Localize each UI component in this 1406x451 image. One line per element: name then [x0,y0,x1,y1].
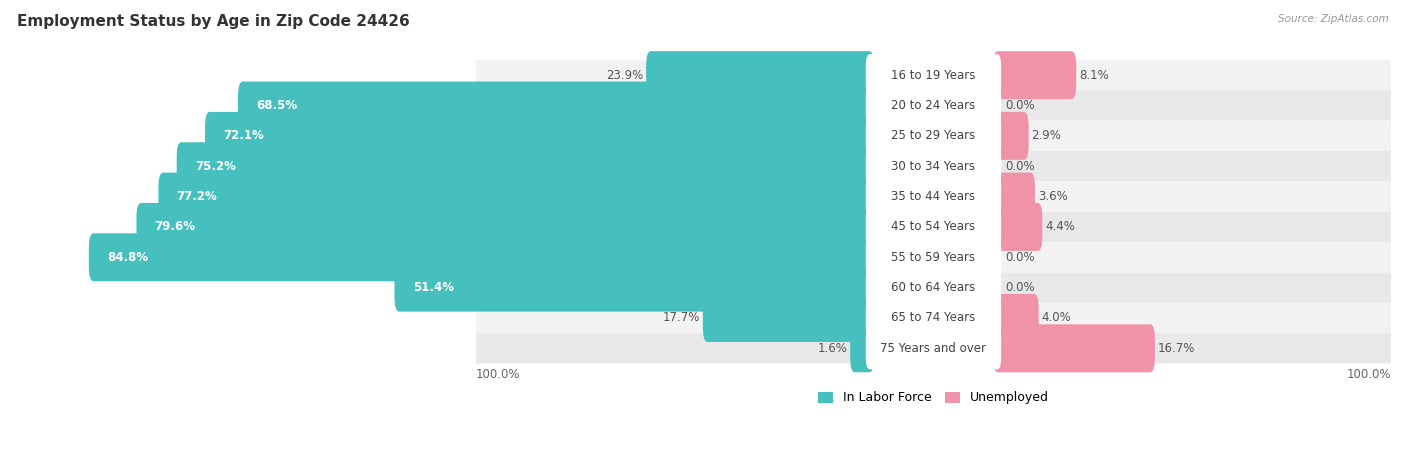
Text: 8.1%: 8.1% [1078,69,1109,82]
Legend: In Labor Force, Unemployed: In Labor Force, Unemployed [813,387,1053,410]
FancyBboxPatch shape [475,303,1391,333]
FancyBboxPatch shape [866,145,1001,187]
FancyBboxPatch shape [866,297,1001,339]
Text: 4.0%: 4.0% [1042,312,1071,324]
FancyBboxPatch shape [475,121,1391,151]
FancyBboxPatch shape [866,54,1001,96]
FancyBboxPatch shape [238,82,875,129]
Text: 30 to 34 Years: 30 to 34 Years [891,160,976,173]
Text: 16.7%: 16.7% [1157,342,1195,355]
Text: 25 to 29 Years: 25 to 29 Years [891,129,976,143]
Text: 2.9%: 2.9% [1032,129,1062,143]
FancyBboxPatch shape [177,142,875,190]
Text: 0.0%: 0.0% [1005,99,1035,112]
Text: 77.2%: 77.2% [177,190,218,203]
Text: 45 to 54 Years: 45 to 54 Years [891,221,976,234]
Text: 35 to 44 Years: 35 to 44 Years [891,190,976,203]
Text: Employment Status by Age in Zip Code 24426: Employment Status by Age in Zip Code 244… [17,14,409,28]
FancyBboxPatch shape [993,294,1039,342]
FancyBboxPatch shape [205,112,875,160]
Text: 3.6%: 3.6% [1038,190,1067,203]
Text: 51.4%: 51.4% [413,281,454,294]
FancyBboxPatch shape [475,212,1391,242]
FancyBboxPatch shape [993,112,1029,160]
Text: 0.0%: 0.0% [1005,160,1035,173]
FancyBboxPatch shape [851,324,875,372]
FancyBboxPatch shape [475,90,1391,121]
FancyBboxPatch shape [475,242,1391,272]
FancyBboxPatch shape [395,264,875,312]
Text: 60 to 64 Years: 60 to 64 Years [891,281,976,294]
FancyBboxPatch shape [475,333,1391,364]
Text: 79.6%: 79.6% [155,221,195,234]
Text: 55 to 59 Years: 55 to 59 Years [891,251,976,264]
FancyBboxPatch shape [475,60,1391,90]
FancyBboxPatch shape [475,272,1391,303]
Text: 23.9%: 23.9% [606,69,644,82]
FancyBboxPatch shape [136,203,875,251]
Text: 72.1%: 72.1% [224,129,264,143]
FancyBboxPatch shape [866,206,1001,248]
Text: 0.0%: 0.0% [1005,251,1035,264]
FancyBboxPatch shape [993,324,1154,372]
Text: 4.4%: 4.4% [1045,221,1076,234]
Text: 75.2%: 75.2% [195,160,236,173]
FancyBboxPatch shape [993,173,1035,221]
FancyBboxPatch shape [159,173,875,221]
FancyBboxPatch shape [993,51,1076,99]
Text: 1.6%: 1.6% [817,342,848,355]
Text: 17.7%: 17.7% [662,312,700,324]
FancyBboxPatch shape [703,294,875,342]
FancyBboxPatch shape [475,181,1391,212]
FancyBboxPatch shape [647,51,875,99]
FancyBboxPatch shape [993,203,1042,251]
FancyBboxPatch shape [475,151,1391,181]
FancyBboxPatch shape [866,236,1001,278]
FancyBboxPatch shape [89,233,875,281]
FancyBboxPatch shape [866,85,1001,126]
Text: 75 Years and over: 75 Years and over [880,342,987,355]
Text: 84.8%: 84.8% [107,251,148,264]
Text: 16 to 19 Years: 16 to 19 Years [891,69,976,82]
Text: 68.5%: 68.5% [256,99,298,112]
Text: 100.0%: 100.0% [475,368,520,381]
Text: 100.0%: 100.0% [1347,368,1391,381]
Text: 65 to 74 Years: 65 to 74 Years [891,312,976,324]
FancyBboxPatch shape [866,175,1001,217]
FancyBboxPatch shape [866,115,1001,157]
Text: 0.0%: 0.0% [1005,281,1035,294]
FancyBboxPatch shape [866,267,1001,308]
Text: 20 to 24 Years: 20 to 24 Years [891,99,976,112]
Text: Source: ZipAtlas.com: Source: ZipAtlas.com [1278,14,1389,23]
FancyBboxPatch shape [866,327,1001,369]
